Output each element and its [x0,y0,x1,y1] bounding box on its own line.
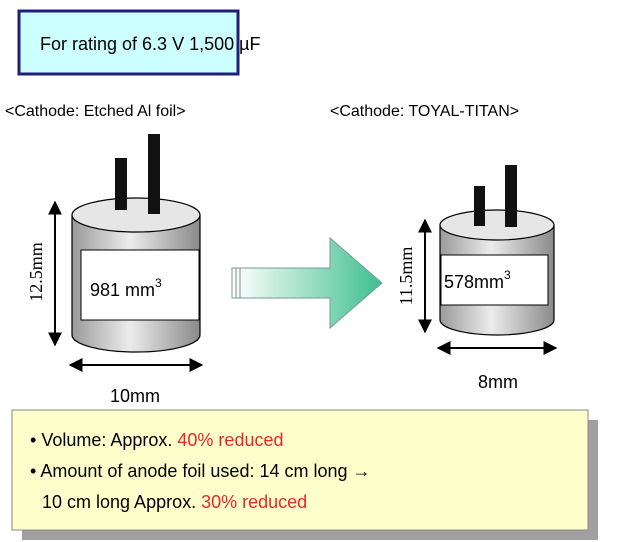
right-height: 11.5mm [396,247,416,306]
right-width: 8mm [478,372,518,392]
title: For rating of 6.3 V 1,500 µF [40,34,260,54]
transition-arrow [231,236,383,330]
right-label: <Cathode: TOYAL-TITAN> [330,103,519,120]
note: 10 cm long Approx. 30% reduced [42,492,307,512]
left-label: <Cathode: Etched Al foil> [5,103,186,120]
left-height: 12.5mm [26,242,46,302]
left-width: 10mm [110,386,160,406]
left-volume: 981 mm3 [90,276,162,300]
note: • Amount of anode foil used: 14 cm long … [30,461,371,481]
right-capacitor [439,165,555,336]
left-capacitor [71,134,201,353]
note: • Volume: Approx. 40% reduced [30,430,283,450]
title-box [17,9,240,76]
notes-box [11,409,589,531]
right-volume: 578mm3 [444,268,511,292]
